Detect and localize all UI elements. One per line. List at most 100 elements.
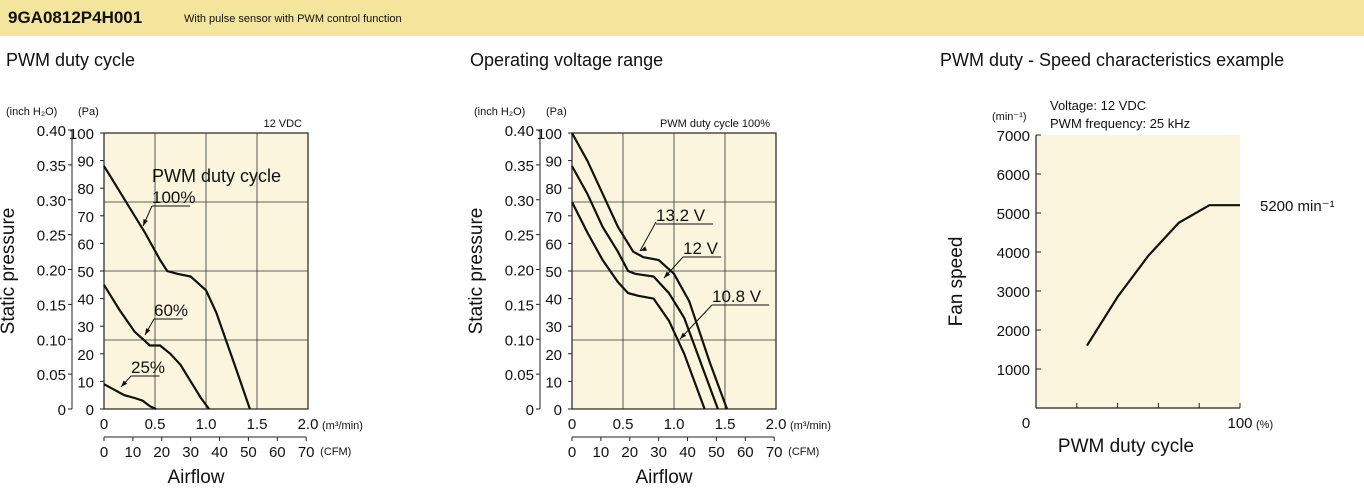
y-tick-label-inch: 0.15 [505, 297, 534, 314]
series-line [1086, 204, 1240, 347]
y-tick-label: 4000 [997, 245, 1030, 262]
y-unit: (min⁻¹) [992, 111, 1027, 123]
y-tick-label-inch: 0.05 [505, 367, 534, 384]
y-tick-label-inch: 0.35 [505, 158, 534, 175]
y-tick-label: 6000 [997, 167, 1030, 184]
y-tick-label-pa: 70 [545, 209, 562, 226]
x-tick-label-m3: 2.0 [298, 416, 319, 433]
x-tick-label-cfm: 40 [211, 444, 228, 461]
y-tick-label-pa: 40 [545, 292, 562, 309]
x-unit-m3: (m³/min) [322, 420, 363, 432]
y-tick-label: 2000 [997, 323, 1030, 340]
chart-annotation: 12 VDC [263, 118, 302, 130]
series-line [571, 165, 719, 410]
series-label-leader [679, 304, 713, 340]
x-tick-label-cfm: 60 [269, 444, 286, 461]
series-line [571, 201, 706, 410]
x-tick-label-cfm: 0 [568, 444, 576, 461]
series-line [103, 165, 251, 410]
x-tick-label-m3: 1.0 [196, 416, 217, 433]
y-unit-pa: (Pa) [78, 106, 99, 118]
plot-area [1036, 135, 1240, 408]
y-tick-label-inch: 0.25 [37, 228, 66, 245]
x-tick-label-cfm: 20 [621, 444, 638, 461]
x-axis-title: Airflow [167, 467, 224, 488]
x-tick-label-cfm: 70 [298, 444, 315, 461]
y-tick-label-pa: 60 [77, 236, 94, 253]
model-description: With pulse sensor with PWM control funct… [184, 13, 402, 25]
annotation-voltage: Voltage: 12 VDC [1050, 98, 1146, 113]
chart1-title: PWM duty cycle [6, 50, 136, 70]
y-tick-label-inch: 0.25 [505, 228, 534, 245]
x-unit-cfm: (CFM) [788, 446, 819, 458]
y-tick-label-inch: 0.35 [37, 158, 66, 175]
y-tick-label-inch: 0.40 [505, 123, 534, 140]
x-tick-label-cfm: 60 [737, 444, 754, 461]
y-tick-label-pa: 80 [545, 181, 562, 198]
y-tick-label-pa: 0 [554, 402, 562, 419]
series-label-leader [639, 221, 657, 252]
y-tick-label-inch: 0.10 [37, 332, 66, 349]
y-tick-label-inch: 0.15 [37, 297, 66, 314]
y-axis-title: Fan speed [946, 237, 967, 327]
y-tick-label-inch: 0.40 [37, 123, 66, 140]
x-tick-label: 0 [1022, 415, 1030, 432]
annotation-frequency: PWM frequency: 25 kHz [1050, 116, 1190, 131]
y-axis-title: Static pressure [466, 208, 487, 335]
series-label: 25% [131, 358, 165, 377]
x-unit-m3: (m³/min) [790, 420, 831, 432]
y-tick-label-pa: 90 [77, 154, 94, 171]
y-unit-inch: (inch H₂O) [6, 106, 57, 118]
series-line [103, 383, 157, 410]
x-tick-label-cfm: 40 [679, 444, 696, 461]
series-label-arrow [640, 246, 647, 251]
series-label: 100% [152, 188, 195, 207]
x-tick-label-m3: 0 [568, 416, 576, 433]
series-label: 13.2 V [656, 206, 706, 225]
header-bar [0, 0, 1364, 36]
y-tick-label-inch: 0.30 [37, 193, 66, 210]
series-label-arrow [145, 328, 151, 335]
x-tick-label-cfm: 0 [100, 444, 108, 461]
series-label-arrow [680, 332, 687, 339]
y-tick-label: 3000 [997, 284, 1030, 301]
y-unit-pa: (Pa) [546, 106, 567, 118]
x-tick-label-cfm: 30 [182, 444, 199, 461]
x-tick-label-cfm: 70 [766, 444, 783, 461]
series-label-arrow [143, 219, 148, 226]
series-group-label: PWM duty cycle [152, 166, 281, 186]
x-axis-title: Airflow [635, 467, 692, 488]
y-tick-label-inch: 0.20 [37, 263, 66, 280]
y-tick-label-pa: 70 [77, 209, 94, 226]
y-tick-label-pa: 50 [545, 264, 562, 281]
y-tick-label-inch: 0.20 [505, 263, 534, 280]
y-tick-label: 7000 [997, 128, 1030, 145]
x-axis-title: PWM duty cycle [1058, 436, 1194, 457]
x-tick-label-m3: 0.5 [145, 416, 166, 433]
y-tick-label-pa: 20 [545, 347, 562, 364]
x-tick-label-m3: 0.5 [613, 416, 634, 433]
y-tick-label-inch: 0.10 [505, 332, 534, 349]
y-axis-title: Static pressure [0, 208, 19, 335]
x-unit: (%) [1256, 419, 1273, 431]
y-tick-label-pa: 30 [545, 319, 562, 336]
x-tick-label-m3: 1.5 [715, 416, 736, 433]
x-tick-label-m3: 2.0 [766, 416, 787, 433]
y-tick-label-pa: 100 [537, 126, 562, 143]
x-tick-label-cfm: 50 [708, 444, 725, 461]
y-tick-label-inch: 0.30 [505, 193, 534, 210]
x-tick-label-cfm: 10 [593, 444, 610, 461]
series-label: 12 V [683, 239, 719, 258]
chart2-title: Operating voltage range [470, 50, 664, 70]
x-tick-label-m3: 1.5 [247, 416, 268, 433]
y-tick-label-pa: 50 [77, 264, 94, 281]
y-tick-label-pa: 10 [545, 374, 562, 391]
x-tick-label: 100 [1227, 415, 1252, 432]
y-tick-label-inch: 0 [526, 402, 534, 419]
x-tick-label-cfm: 20 [153, 444, 170, 461]
y-tick-label-pa: 10 [77, 374, 94, 391]
y-tick-label: 1000 [997, 362, 1030, 379]
